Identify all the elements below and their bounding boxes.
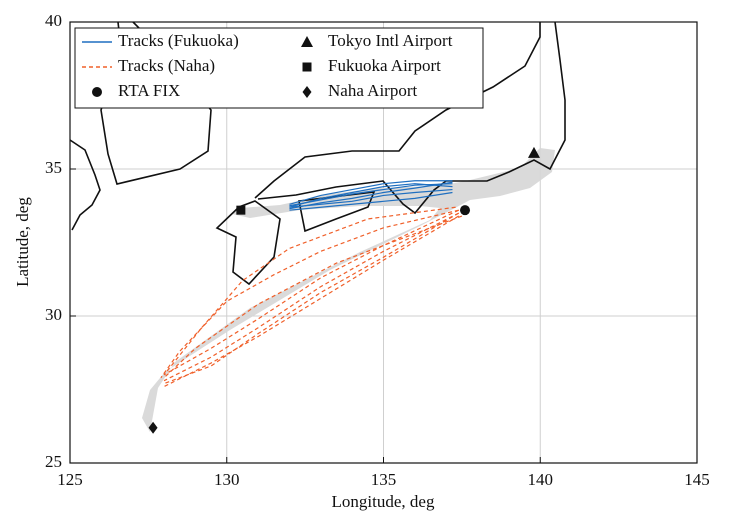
x-tick-label: 125 [57,470,83,489]
track [163,215,463,379]
legend: Tracks (Fukuoka) Tracks (Naha) RTA FIX Toky… [74,27,484,109]
y-tick-label: 35 [45,158,62,177]
marker [460,205,471,216]
legend-label: RTA FIX [118,81,180,100]
legend-label: Tokyo Intl Airport [328,31,453,50]
marks [148,146,540,434]
track [163,212,460,385]
track [289,183,453,207]
track [289,180,453,205]
x-tick-label: 135 [371,470,397,489]
legend-label: Naha Airport [328,81,418,100]
track [289,181,453,210]
track [289,191,453,211]
y-tick-label: 25 [45,452,62,471]
y-tick-label: 40 [45,11,62,30]
marker [527,146,540,158]
x-tick-label: 140 [528,470,554,489]
legend-label: Tracks (Fukuoka) [118,31,239,50]
legend-marker [302,86,312,98]
track [163,206,456,376]
x-axis-label: Longitude, deg [332,492,435,511]
legend-label: Fukuoka Airport [328,56,441,75]
y-tick-label: 30 [45,305,62,324]
marker [236,205,246,215]
x-tick-label: 145 [684,470,710,489]
track [289,188,453,208]
track [163,215,460,388]
coastline [298,191,376,233]
legend-marker [92,87,102,97]
x-tick-label: 130 [214,470,240,489]
track [160,209,459,379]
legend-marker [301,36,313,47]
track [163,212,460,382]
track [163,209,459,376]
legend-box [74,27,484,109]
legend-marker [302,62,312,72]
y-axis-label: Latitude, deg [13,197,32,287]
marker [148,421,158,434]
track [289,183,453,208]
coastline [254,21,566,215]
coastline [69,139,101,231]
legend-label: Tracks (Naha) [118,56,215,75]
coastline [215,200,281,286]
